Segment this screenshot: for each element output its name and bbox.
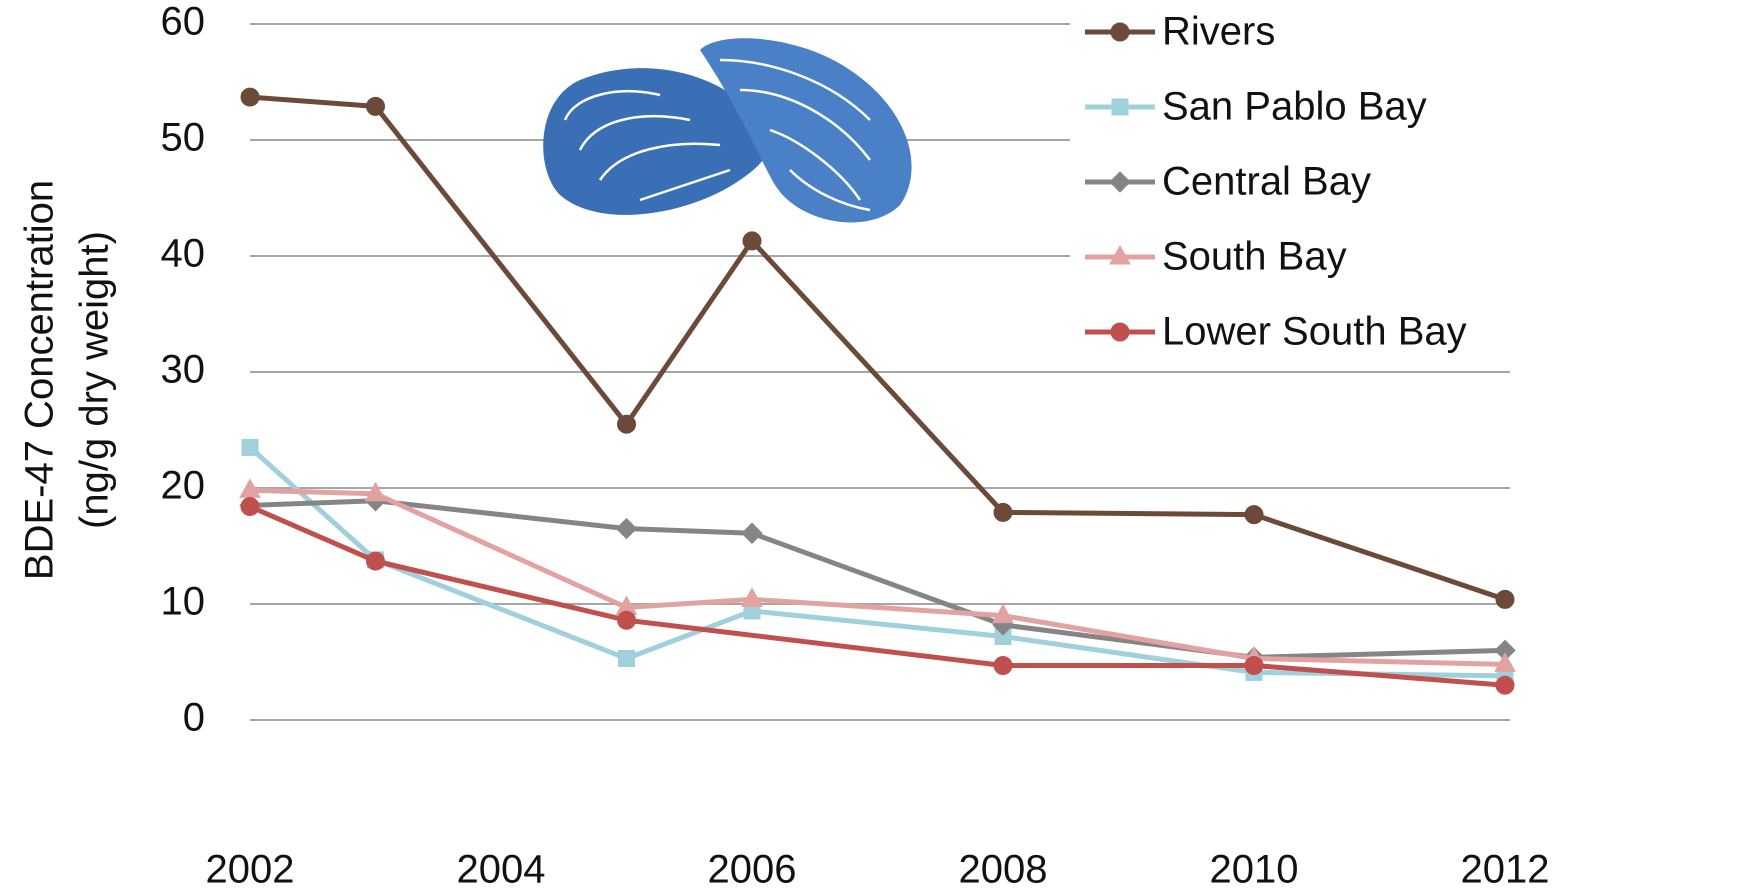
y-axis-label: (ng/g dry weight) [73,231,117,529]
marker [1244,655,1264,675]
marker [993,655,1013,675]
marker [364,481,387,502]
shell-lines [563,58,871,212]
legend-label: Rivers [1162,10,1275,54]
marker [993,502,1013,522]
marker [1109,171,1131,193]
y-tick-label: 50 [161,116,206,160]
x-tick-label: 2006 [708,848,797,892]
x-tick-label: 2010 [1210,848,1299,892]
marker [741,587,763,607]
y-tick-label: 60 [161,0,206,44]
y-tick-label: 20 [161,464,206,508]
series-line [248,445,1506,679]
marker [366,96,385,116]
shell-right [700,38,912,223]
x-tick-label: 2008 [959,848,1048,892]
marker [615,517,638,540]
marker [617,414,636,434]
x-tick-label: 2012 [1461,848,1550,892]
legend-label: Lower South Bay [1162,310,1467,354]
marker [741,522,763,544]
marker [1494,652,1516,672]
marker [240,497,260,517]
marker [1110,322,1130,342]
y-axis-label: BDE-47 Concentration [18,180,62,580]
mussel-illustration [543,38,912,223]
marker [742,231,762,251]
legend-label: Central Bay [1162,160,1371,204]
marker [241,438,259,456]
marker [1495,675,1515,695]
marker [1109,244,1131,265]
x-tick-label: 2002 [206,848,295,892]
y-tick-label: 0 [183,696,205,740]
marker [1495,589,1515,609]
legend-label: San Pablo Bay [1162,85,1427,129]
marker [618,650,635,668]
y-tick-label: 10 [161,580,206,624]
x-tick-label: 2004 [457,848,546,892]
legend: Rivers San Pablo Bay Central Bay South Bay L… [1085,10,1467,354]
marker [1110,22,1130,42]
marker [1244,505,1264,525]
y-tick-label: 30 [161,348,206,392]
legend-background [1070,5,1510,365]
series-line [249,504,1506,688]
y-tick-label: 40 [161,232,206,276]
marker [992,603,1014,624]
marker [240,87,260,107]
marker [366,551,385,571]
legend-label: South Bay [1162,235,1347,279]
marker [617,610,636,630]
marker [1111,98,1129,116]
plot [239,87,1516,695]
